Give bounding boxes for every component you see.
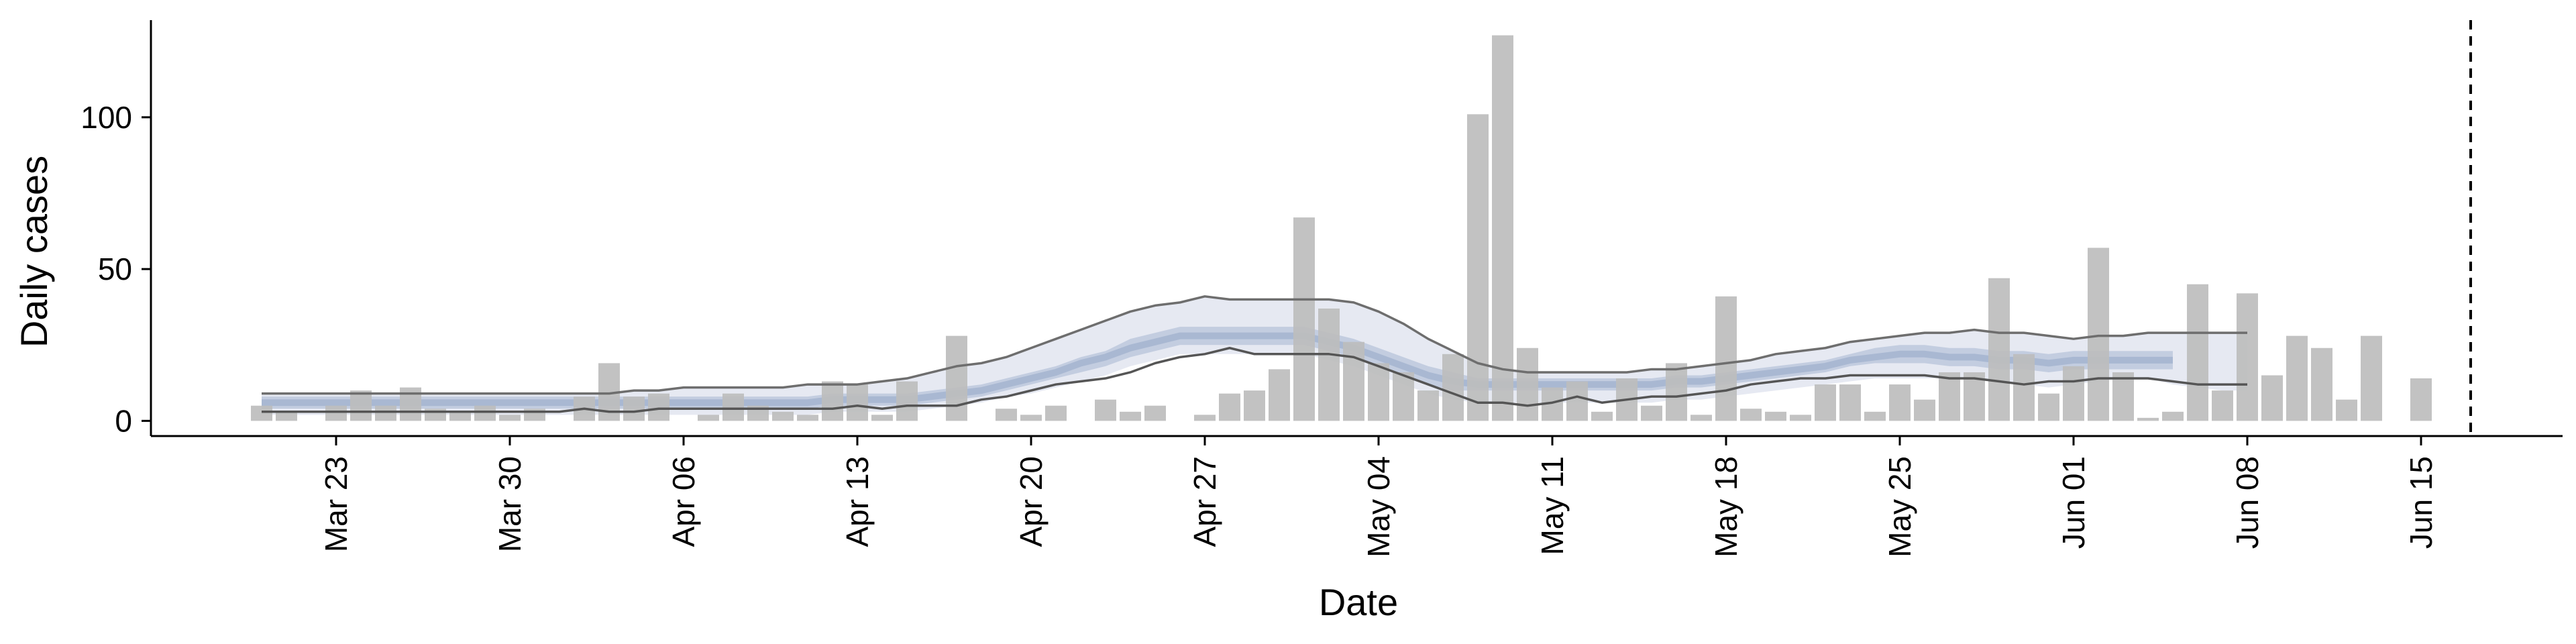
bar: [1417, 390, 1439, 421]
y-tick-label: 50: [98, 252, 132, 286]
bar: [2311, 347, 2332, 421]
bar: [1566, 381, 1588, 421]
x-tick-label: Mar 23: [319, 456, 354, 552]
bar: [648, 393, 669, 421]
bar: [1864, 411, 1886, 421]
bar: [2112, 372, 2134, 421]
bar: [1715, 296, 1737, 421]
bar: [2286, 335, 2308, 421]
bar: [1442, 354, 1464, 421]
bar: [1020, 415, 1042, 421]
axes: 0 50 100 Mar 23 Mar 30 Apr 06 Apr 13 Apr 20 Apr …: [80, 20, 2563, 557]
bar: [996, 409, 1017, 421]
bar: [2361, 335, 2382, 421]
bar: [1343, 341, 1364, 421]
bar: [847, 384, 868, 421]
bar: [1269, 369, 1290, 421]
bar: [1467, 114, 1489, 421]
x-axis-title: Date: [1319, 581, 1398, 623]
bar: [1293, 217, 1315, 421]
bar: [1591, 411, 1613, 421]
bar: [1666, 363, 1687, 421]
daily-cases-bars: [251, 35, 2432, 421]
bar: [1045, 405, 1067, 421]
bar: [623, 396, 645, 421]
bar: [1144, 405, 1166, 421]
x-tick-label: Apr 20: [1014, 456, 1049, 547]
bar: [2162, 411, 2184, 421]
y-tick-label: 0: [115, 403, 132, 438]
bar: [1765, 411, 1786, 421]
bar: [1492, 35, 1513, 421]
x-tick-label: Apr 13: [840, 456, 875, 547]
bar: [2187, 284, 2208, 421]
bar: [499, 415, 521, 421]
bar: [698, 415, 719, 421]
bar: [276, 411, 297, 421]
bar: [1815, 384, 1836, 421]
upper-interval-line: [262, 295, 2247, 395]
bar: [1095, 399, 1116, 421]
bar: [822, 381, 843, 421]
bar: [1393, 372, 1414, 421]
x-tick-label: Jun 08: [2230, 456, 2265, 549]
bar: [350, 390, 372, 421]
x-tick-label: Apr 27: [1187, 456, 1222, 547]
bar: [2212, 390, 2233, 421]
bar: [896, 381, 918, 421]
y-axis-title: Daily cases: [13, 156, 55, 347]
x-tick-label: Jun 01: [2056, 456, 2091, 549]
bar: [425, 409, 446, 421]
bar: [1740, 409, 1762, 421]
bar: [1194, 415, 1216, 421]
x-tick-label: May 18: [1709, 456, 1743, 557]
bar: [1244, 390, 1265, 421]
bar: [722, 393, 744, 421]
bar: [524, 409, 545, 421]
lower-interval-line: [262, 347, 2247, 413]
x-tick-label: May 04: [1361, 456, 1396, 557]
bar: [1318, 308, 1340, 421]
bar: [1368, 363, 1389, 421]
bar: [1517, 347, 1538, 421]
x-tick-label: Jun 15: [2404, 456, 2438, 549]
interval-lines: [262, 295, 2247, 413]
bar: [1939, 372, 1960, 421]
bar: [325, 405, 347, 421]
bar: [2410, 378, 2432, 421]
bar: [2063, 366, 2084, 421]
bar: [2013, 354, 2035, 421]
bar: [2038, 393, 2059, 421]
x-tick-label: May 25: [1882, 456, 1917, 557]
x-tick-label: May 11: [1535, 456, 1570, 555]
bar: [1690, 415, 1712, 421]
bar: [1120, 411, 1141, 421]
bar: [1889, 384, 1911, 421]
bar: [1839, 384, 1861, 421]
bar: [2237, 293, 2258, 421]
bar: [2336, 399, 2357, 421]
bar: [871, 415, 893, 421]
bar: [474, 405, 496, 421]
bar: [375, 405, 396, 421]
bar: [1914, 399, 1935, 421]
bar: [1988, 278, 2010, 421]
x-tick-label: Apr 06: [666, 456, 701, 547]
bar: [1219, 393, 1240, 421]
bar: [797, 415, 818, 421]
bar: [251, 405, 272, 421]
bar: [2088, 248, 2109, 421]
bar: [1790, 415, 1811, 421]
bar: [449, 411, 471, 421]
bar: [1641, 405, 1662, 421]
bar: [946, 335, 967, 421]
y-tick-label: 100: [80, 100, 132, 135]
bar: [2261, 375, 2283, 421]
bar: [2137, 417, 2159, 421]
bar: [772, 411, 794, 421]
x-tick-label: Mar 30: [492, 456, 527, 552]
